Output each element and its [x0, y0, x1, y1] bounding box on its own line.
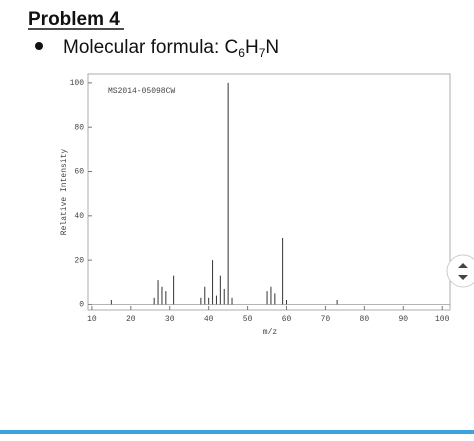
scroll-arrows[interactable] [458, 263, 468, 280]
title: Problem 4 [28, 9, 120, 30]
scroll-circle[interactable] [446, 254, 474, 288]
formula-label: Molecular formula: C [63, 37, 238, 58]
formula-n: N [265, 37, 279, 58]
formula-h: H [245, 37, 259, 58]
scroll-button[interactable] [446, 254, 474, 288]
formula: Molecular formula: C6H7N [63, 37, 279, 60]
x-tick-label: 30 [165, 315, 175, 324]
x-axis-label: m/z [263, 328, 278, 337]
bottom-bar [0, 430, 474, 434]
x-tick-label: 80 [360, 315, 370, 324]
y-tick-label: 20 [74, 256, 84, 265]
x-tick-label: 60 [282, 315, 292, 324]
y-tick-label: 60 [74, 168, 84, 177]
y-axis-label: Relative Intensity [60, 149, 69, 236]
y-tick-label: 100 [70, 79, 85, 88]
subscript: 6 [238, 46, 245, 60]
y-tick-label: 0 [79, 301, 84, 310]
x-tick-label: 10 [87, 315, 97, 324]
y-tick-label: 80 [74, 123, 84, 132]
bullet [35, 42, 43, 50]
x-tick-label: 20 [126, 315, 136, 324]
subscript: 7 [259, 46, 266, 60]
x-tick-label: 70 [321, 315, 331, 324]
x-tick-label: 40 [204, 315, 214, 324]
x-tick-label: 100 [435, 315, 450, 324]
x-tick-label: 90 [398, 315, 408, 324]
annotation: MS2014-05098CW [108, 87, 175, 96]
y-tick-label: 40 [74, 212, 84, 221]
plot-frame [87, 73, 451, 311]
x-tick-label: 50 [243, 315, 253, 324]
